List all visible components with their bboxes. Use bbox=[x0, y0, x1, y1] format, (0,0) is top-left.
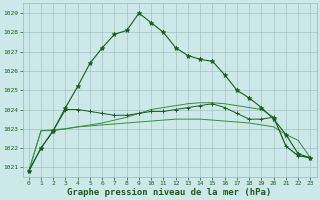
X-axis label: Graphe pression niveau de la mer (hPa): Graphe pression niveau de la mer (hPa) bbox=[68, 188, 272, 197]
